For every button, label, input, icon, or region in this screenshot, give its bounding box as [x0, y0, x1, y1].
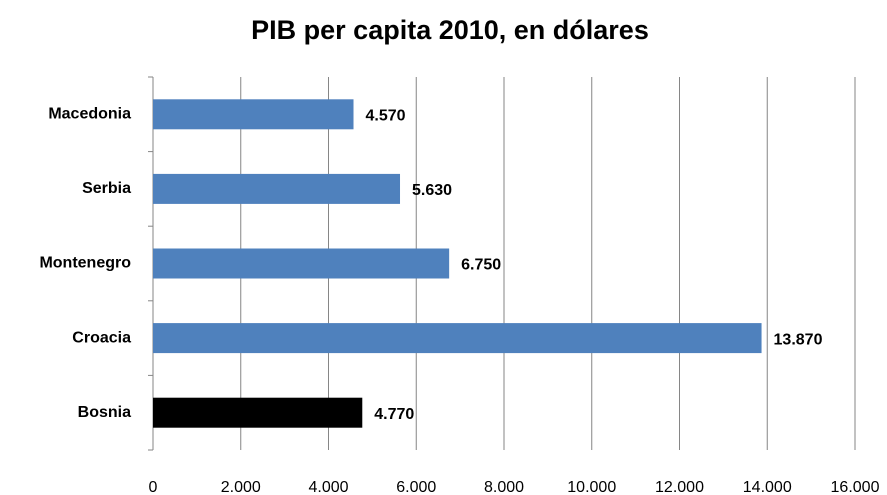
data-label: 4.770 — [374, 406, 414, 423]
y-tick-label: Macedonia — [48, 106, 131, 123]
y-tick-label: Montenegro — [39, 255, 131, 272]
x-tick-label: 10.000 — [567, 479, 616, 495]
x-tick-label: 14.000 — [743, 479, 792, 495]
data-label: 6.750 — [461, 257, 501, 274]
x-tick-label: 16.000 — [831, 479, 880, 495]
x-tick-label: 6.000 — [396, 479, 436, 495]
chart-title: PIB per capita 2010, en dólares — [251, 15, 649, 45]
x-tick-label: 4.000 — [308, 479, 348, 495]
bar — [153, 248, 450, 279]
x-tick-label: 12.000 — [655, 479, 704, 495]
bar — [153, 173, 401, 204]
data-label: 13.870 — [774, 331, 823, 348]
x-tick-label: 2.000 — [221, 479, 261, 495]
y-tick-label: Croacia — [72, 329, 131, 346]
y-tick-label: Bosnia — [78, 404, 131, 421]
data-label: 4.570 — [366, 108, 406, 125]
x-tick-label: 0 — [149, 479, 158, 495]
bar — [153, 397, 363, 428]
x-tick-label: 8.000 — [484, 479, 524, 495]
bar — [153, 99, 354, 130]
bar — [153, 323, 762, 354]
y-tick-label: Serbia — [82, 180, 131, 197]
data-label: 5.630 — [412, 182, 452, 199]
